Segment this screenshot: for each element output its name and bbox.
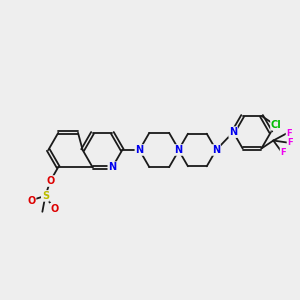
Text: S: S bbox=[42, 191, 49, 201]
Text: F: F bbox=[280, 148, 286, 157]
Text: N: N bbox=[135, 145, 143, 155]
Text: N: N bbox=[212, 145, 220, 155]
Text: F: F bbox=[287, 138, 293, 147]
Text: O: O bbox=[50, 204, 58, 214]
Text: N: N bbox=[108, 162, 116, 172]
Text: O: O bbox=[46, 176, 54, 186]
Text: N: N bbox=[174, 145, 183, 155]
Text: F: F bbox=[286, 129, 292, 138]
Text: O: O bbox=[27, 196, 36, 206]
Text: Cl: Cl bbox=[271, 120, 282, 130]
Text: N: N bbox=[229, 127, 237, 137]
